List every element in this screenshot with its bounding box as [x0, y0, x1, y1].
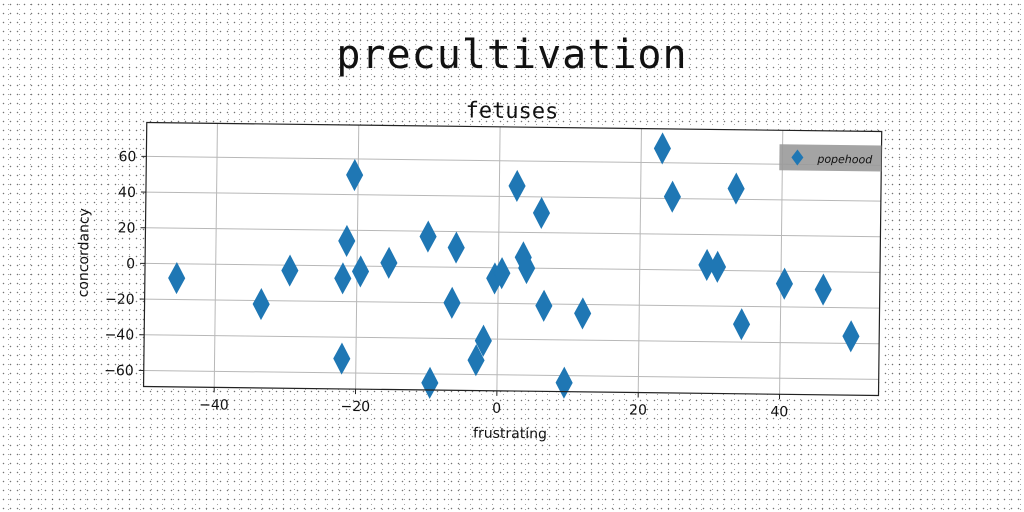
y-grid-line: [145, 191, 881, 202]
y-tick-label: 20: [118, 220, 136, 236]
x-tick-label: 20: [629, 402, 647, 418]
data-point: [727, 172, 745, 205]
x-grid-line: [213, 123, 218, 388]
legend-box: [779, 144, 882, 172]
y-tick-label: 60: [118, 149, 136, 165]
data-point: [732, 308, 751, 341]
data-point: [467, 344, 485, 377]
grid-lines: [143, 123, 882, 395]
y-tick-label: −40: [105, 327, 135, 343]
data-point: [663, 180, 681, 213]
data-point: [333, 342, 351, 375]
data-point: [419, 220, 437, 253]
data-point: [555, 366, 573, 399]
x-axis-label: frustrating: [473, 426, 547, 443]
y-axis-ticks: 60 40 20 0 −20 −40 −60: [104, 149, 147, 379]
x-grid-line: [637, 128, 642, 393]
data-point: [653, 132, 671, 165]
data-point: [380, 246, 398, 279]
data-point: [447, 231, 465, 264]
x-tick-label: 40: [770, 404, 788, 420]
y-tick-label: 40: [118, 185, 136, 201]
y-grid-line: [143, 369, 879, 380]
data-point: [168, 262, 186, 295]
data-point: [346, 158, 364, 192]
y-axis-label: concordancy: [76, 208, 93, 297]
x-grid-line: [496, 126, 501, 391]
data-point: [351, 255, 370, 288]
y-grid-line: [145, 262, 881, 273]
y-tick-label: 0: [126, 256, 135, 272]
legend-marker: [791, 149, 804, 166]
data-point: [698, 248, 716, 282]
y-grid-line: [146, 155, 882, 166]
data-point: [334, 262, 352, 295]
data-point: [508, 169, 526, 202]
data-point: [842, 320, 860, 353]
plot-frame: [142, 121, 883, 397]
data-point: [252, 288, 270, 321]
data-point: [532, 196, 551, 230]
data-point: [338, 224, 356, 257]
plot-area: [143, 122, 882, 396]
data-points: [168, 132, 860, 399]
data-point: [281, 254, 299, 287]
data-point: [574, 297, 592, 330]
data-point: [535, 289, 553, 322]
x-grid-line: [779, 130, 784, 395]
data-point: [443, 286, 461, 319]
data-point: [518, 252, 536, 285]
chart-title: fetuses: [465, 98, 558, 124]
x-tick-label: −20: [340, 399, 370, 415]
figure-suptitle: precultivation: [336, 32, 688, 78]
legend: popehood: [779, 144, 882, 172]
x-tick-label: −40: [199, 397, 229, 413]
x-tick-label: 0: [492, 401, 501, 417]
y-tick-label: −60: [104, 363, 134, 379]
y-grid-line: [145, 227, 881, 238]
y-grid-line: [144, 334, 880, 345]
legend-label: popehood: [816, 153, 873, 167]
data-point: [708, 250, 727, 283]
y-tick-label: −20: [105, 292, 135, 308]
data-point: [474, 324, 492, 357]
x-axis-ticks: −40 −20 0 20 40: [199, 387, 788, 420]
data-point: [775, 267, 794, 300]
data-point: [814, 273, 832, 306]
data-point: [493, 257, 511, 290]
